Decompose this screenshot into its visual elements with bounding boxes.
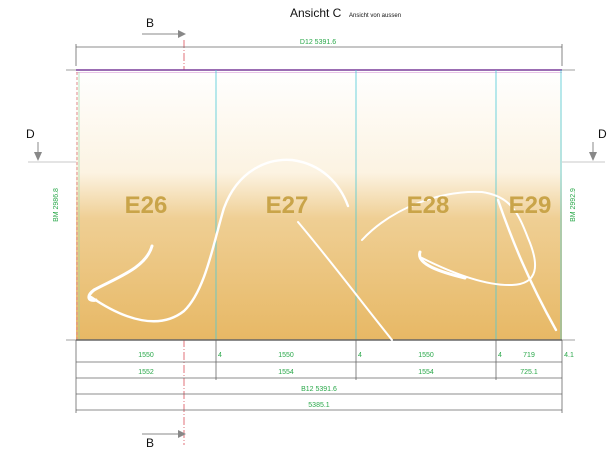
decorative-curve-main (89, 158, 350, 323)
section-marker-b-bottom: B (142, 430, 186, 450)
decorative-curve-diagonal (297, 221, 393, 341)
decorative-curve-panel-1 (87, 244, 154, 302)
panel-label-e27: E27 (266, 192, 309, 219)
dimension-value: 1554 (278, 369, 294, 376)
dimension-value: 4 (498, 352, 502, 359)
dimension-value: 1550 (278, 352, 294, 359)
top-dimension: D12 5391.6 (75, 39, 563, 66)
panel-label-e28: E28 (407, 192, 450, 219)
decorative-curves (87, 158, 558, 341)
decorative-curve-loop-end (418, 250, 467, 280)
dimension-total-overall: 5385.1 (308, 402, 330, 409)
section-label-d-left: D (26, 127, 35, 141)
decorative-curve-loop (361, 190, 536, 287)
dimension-value: 4.1 (564, 352, 574, 359)
section-arrow-head (34, 152, 42, 161)
section-arrow-head (589, 152, 597, 161)
decorative-curve-right (496, 198, 558, 332)
drawing-title: Ansicht C (290, 6, 342, 20)
dimension-value: 1550 (418, 352, 434, 359)
dimension-value: 1550 (138, 352, 154, 359)
top-dimension-label: D12 5391.6 (300, 39, 336, 46)
drawing-subtitle: Ansicht von aussen (349, 13, 401, 19)
dimension-chain-lines (75, 340, 563, 413)
section-label-d-right: D (598, 127, 607, 141)
facade-background (76, 70, 562, 340)
panel-label-e29: E29 (509, 192, 552, 219)
dimension-value: 725.1 (520, 369, 538, 376)
section-label-b-bottom: B (146, 436, 154, 450)
dimension-value: 1552 (138, 369, 154, 376)
section-label-b-top: B (146, 16, 154, 30)
section-arrow-head (178, 430, 186, 438)
dimension-total-b12: B12 5391.6 (301, 386, 337, 393)
dimension-value: 4 (358, 352, 362, 359)
left-side-dimension-label: BM 2986.8 (53, 188, 60, 222)
panel-label-e26: E26 (125, 192, 168, 219)
dimension-value: 4 (218, 352, 222, 359)
right-side-dimension-label: BM 2992.9 (570, 188, 577, 222)
dimension-value: 1554 (418, 369, 434, 376)
section-arrow-head (178, 30, 186, 38)
dimension-value: 719 (523, 352, 535, 359)
section-marker-b-top: B (142, 16, 186, 38)
